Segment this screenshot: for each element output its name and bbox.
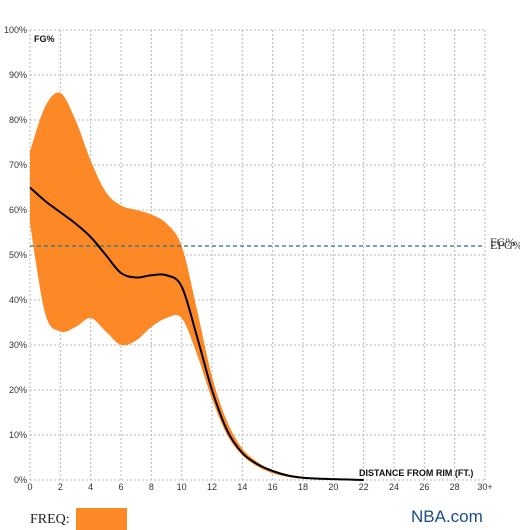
fg-percentage-line <box>29 186 364 481</box>
x-tick-label: 16 <box>268 482 278 492</box>
fg-line-layer <box>29 186 364 481</box>
y-tick-label: 20% <box>9 385 27 395</box>
x-tick-label: 2 <box>58 482 63 492</box>
freq-legend-swatch <box>76 508 127 530</box>
y-tick-label: 30% <box>9 340 27 350</box>
y-tick-label: 0% <box>14 475 27 485</box>
y-tick-labels: 0% 10% 20% 30% 40% 50% 60% 70% 80% 90% 100% <box>4 25 27 485</box>
x-tick-label: 4 <box>88 482 93 492</box>
x-tick-label: 18 <box>298 482 308 492</box>
x-tick-label: 22 <box>359 482 369 492</box>
y-tick-label: 50% <box>9 250 27 260</box>
y-tick-label: 40% <box>9 295 27 305</box>
y-tick-label: 100% <box>4 25 27 35</box>
y-axis-title: FG% <box>34 34 55 44</box>
x-tick-label: 8 <box>149 482 154 492</box>
x-axis-title: DISTANCE FROM RIM (FT.) <box>359 468 473 478</box>
y-tick-label: 80% <box>9 115 27 125</box>
fg-confidence-band <box>30 92 364 481</box>
nba-logo-text: NBA.com <box>411 507 483 526</box>
y-tick-label: 10% <box>9 430 27 440</box>
x-tick-label: 30+ <box>477 482 492 492</box>
x-tick-label: 0 <box>27 482 32 492</box>
ref-line-label-fg: FG% <box>490 235 515 249</box>
y-tick-label: 60% <box>9 205 27 215</box>
x-tick-label: 20 <box>328 482 338 492</box>
confidence-band-layer <box>30 92 364 481</box>
x-tick-label: 26 <box>419 482 429 492</box>
x-tick-label: 12 <box>207 482 217 492</box>
x-tick-label: 24 <box>389 482 399 492</box>
x-tick-labels: 0 2 4 6 8 10 12 14 16 18 20 22 24 26 28 30+ <box>27 482 492 492</box>
y-tick-label: 70% <box>9 160 27 170</box>
x-tick-label: 28 <box>450 482 460 492</box>
x-tick-label: 10 <box>177 482 187 492</box>
freq-legend-label: FREQ: <box>30 512 70 527</box>
x-tick-label: 6 <box>118 482 123 492</box>
ref-line-label-efg: EFG% <box>490 238 520 252</box>
x-tick-label: 14 <box>237 482 247 492</box>
y-tick-label: 90% <box>9 70 27 80</box>
